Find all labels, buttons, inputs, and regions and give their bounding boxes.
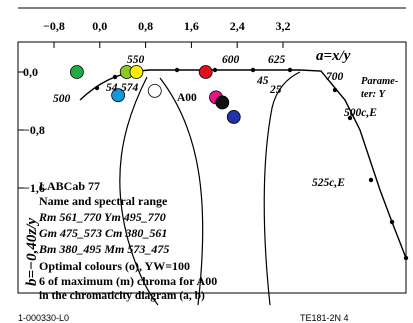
info-line2: Rm 561_770 Ym 495_770 [38,210,166,224]
x-tick-label: 0,0 [92,19,107,33]
x-tick-label: 2,4 [230,19,245,33]
label-54: 54 [106,82,118,94]
label-45: 45 [256,75,269,87]
label-700: 700 [326,71,344,83]
colour-point [129,65,144,79]
y-ticks: 0,0 −0,8 −1,6 [18,65,45,195]
inner-curve-2 [159,77,204,306]
y-tick-label: 0,0 [23,65,38,79]
info-line7: in the chromaticity diagram (a, b) [39,290,205,302]
info-line1: Name and spectral range [39,194,168,208]
inner-curve-1 [119,76,159,306]
x-axis-label: a=x/y [316,48,351,64]
colour-point [198,65,213,79]
x-tick-label: −0,8 [43,19,65,33]
footer-right: TE181-2N 4 [300,313,349,323]
info-block: LABCab 77 Name and spectral range Rm 561… [38,179,217,302]
label-525cE: 525c,E [312,177,345,189]
x-ticks: −0,8 0,0 0,8 1,6 2,4 3,2 [43,19,291,48]
info-title: LABCab 77 [39,179,100,193]
label-574: 574 [121,82,139,94]
colour-point [226,110,241,124]
label-550: 550 [127,54,145,66]
x-tick-label: 0,8 [138,19,153,33]
colour-point [70,65,84,79]
colour-points [70,65,241,124]
x-tick-label: 1,6 [184,19,199,33]
label-500: 500 [53,93,71,105]
info-line5: Optimal colours (o), YW=100 [39,259,190,273]
y-tick-label: −1,6 [23,181,45,195]
right-curve [263,71,301,306]
colour-point [111,88,126,103]
label-625: 625 [268,54,286,66]
info-line6: 6 of maximum (m) chroma for A00 [39,274,217,288]
colour-point [147,83,162,98]
x-tick-label: 3,2 [276,19,291,33]
label-25: 25 [269,84,282,96]
label-600: 600 [222,54,240,66]
label-parameter-2: ter: Y [361,89,387,100]
label-500cE: 500c,E [344,107,377,119]
y-axis-label: b=−0,40z/y [24,218,40,286]
colour-point [215,95,230,110]
footer-left: 1-000330-L0 [18,313,69,323]
label-A00: A00 [177,92,197,104]
info-line3: Gm 475_573 Cm 380_561 [39,226,167,240]
y-tick-label: −0,8 [23,123,45,137]
plot-frame [17,41,407,294]
locus-dots [94,67,409,261]
label-parameter: Parame- [361,76,399,87]
spectral-locus [79,69,407,259]
info-line4: Bm 380_495 Mm 573_475 [38,242,169,256]
